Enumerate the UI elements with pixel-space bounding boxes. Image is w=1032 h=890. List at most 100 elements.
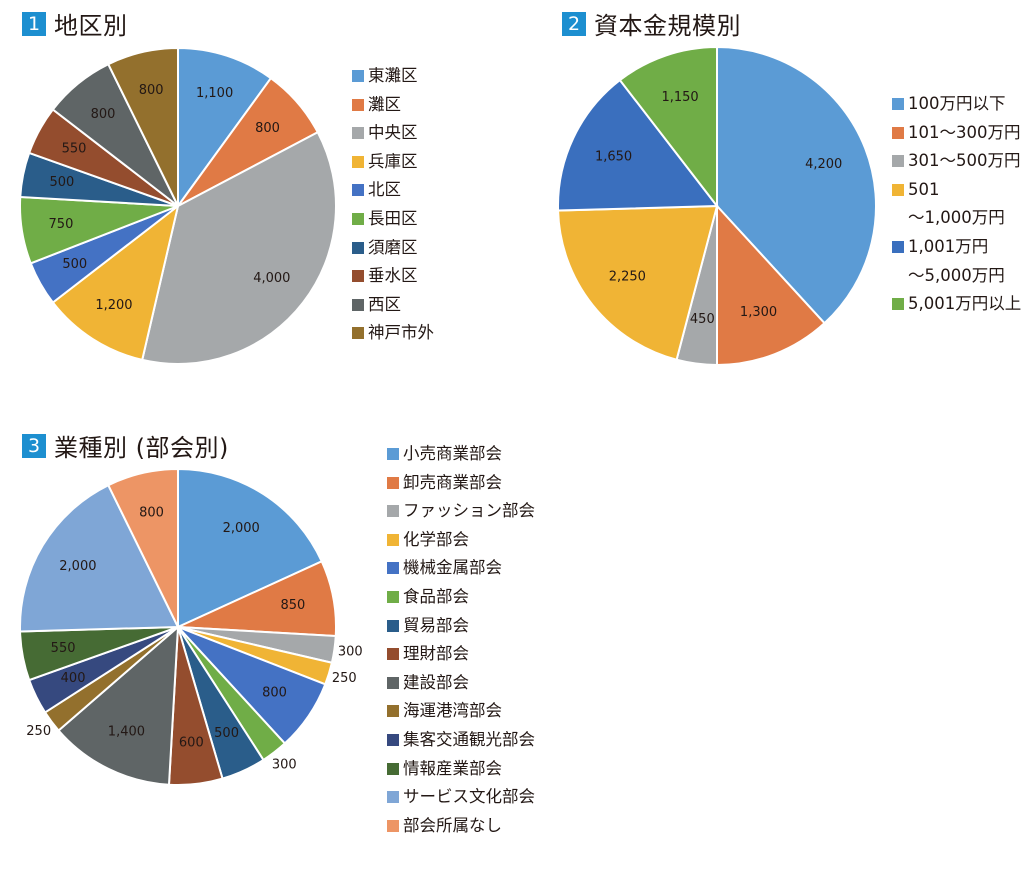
legend-swatch bbox=[352, 127, 364, 140]
chart-2-number-badge: 2 bbox=[562, 11, 586, 36]
chart-1-heading: 1 地区別 bbox=[22, 6, 128, 41]
legend-swatch bbox=[387, 448, 399, 460]
legend-swatch bbox=[892, 126, 904, 139]
legend-label: 食品部会 bbox=[403, 586, 469, 606]
legend-label: 灘区 bbox=[368, 94, 401, 114]
legend-item: 卸売商業部会 bbox=[387, 469, 535, 498]
legend-label: 貿易部会 bbox=[403, 615, 469, 635]
legend-item: 1,001万円 ～5,000万円 bbox=[892, 233, 1021, 290]
data-label-12: 550 bbox=[51, 641, 76, 656]
legend-label: 301～500万円 bbox=[908, 151, 1021, 171]
legend-label: 小売商業部会 bbox=[403, 444, 502, 463]
legend-item: 貿易部会 bbox=[387, 612, 535, 641]
chart-3-title: 業種別 (部会別) bbox=[54, 434, 229, 462]
legend-swatch bbox=[387, 562, 399, 575]
legend-label: 中央区 bbox=[368, 123, 418, 143]
pie-slice-1 bbox=[177, 46, 273, 210]
data-label-7: 500 bbox=[49, 175, 74, 190]
legend-swatch bbox=[352, 298, 364, 311]
legend-swatch bbox=[387, 762, 399, 775]
data-label-3: 4,000 bbox=[253, 271, 290, 286]
legend-item: 須磨区 bbox=[352, 234, 434, 263]
legend-item: 中央区 bbox=[352, 119, 434, 148]
pie-slice-4 bbox=[557, 204, 719, 361]
pie-slice-3 bbox=[141, 130, 337, 365]
chart-3-number-badge: 3 bbox=[22, 433, 46, 458]
data-label-5: 800 bbox=[262, 685, 287, 700]
legend-swatch bbox=[387, 476, 399, 489]
legend-item: 部会所属なし bbox=[387, 812, 535, 841]
chart-1-number-badge: 1 bbox=[22, 11, 46, 36]
data-label-13: 2,000 bbox=[59, 559, 96, 574]
pie-slice-13 bbox=[19, 483, 180, 633]
legend-label: 化学部会 bbox=[403, 529, 469, 549]
legend-label: 情報産業部会 bbox=[403, 758, 502, 778]
legend-swatch bbox=[352, 327, 364, 340]
legend-item: 兵庫区 bbox=[352, 148, 434, 177]
chart-3-heading: 3 業種別 (部会別) bbox=[22, 428, 229, 463]
legend-label: 100万円以下 bbox=[908, 94, 1006, 113]
legend-swatch bbox=[892, 298, 904, 311]
data-label-10: 250 bbox=[26, 724, 51, 739]
legend-swatch bbox=[892, 98, 904, 110]
legend-label: 1,001万円 ～5,000万円 bbox=[908, 236, 1005, 285]
legend-swatch bbox=[892, 183, 904, 196]
legend-label: 建設部会 bbox=[403, 672, 469, 692]
data-label-3: 450 bbox=[690, 312, 715, 327]
chart-2-heading: 2 資本金規模別 bbox=[562, 6, 741, 41]
legend-swatch bbox=[387, 676, 399, 689]
pie-slice-2 bbox=[716, 203, 826, 367]
legend-item: 北区 bbox=[352, 176, 434, 205]
chart-2-legend: 100万円以下 101～300万円 301～500万円 501 ～1,000万円 1,0… bbox=[892, 90, 1021, 319]
pie-slice-9 bbox=[57, 624, 180, 786]
legend-label: ファッション部会 bbox=[403, 501, 535, 521]
legend-item: 西区 bbox=[352, 291, 434, 320]
legend-swatch bbox=[352, 98, 364, 111]
pie-slice-14 bbox=[106, 467, 179, 628]
chart-2-title: 資本金規模別 bbox=[594, 12, 741, 40]
chart-2-pie: 4,200 1,300 450 2,250 1,650 1,150 bbox=[557, 45, 877, 367]
legend-label: 部会所属なし bbox=[403, 815, 502, 835]
data-label-6: 750 bbox=[49, 217, 74, 232]
chart-1-legend: 東灘区 灘区 中央区 兵庫区 北区 長田区 須磨区 垂水区 西区 神戸市外 bbox=[352, 62, 434, 348]
data-label-1: 4,200 bbox=[805, 157, 842, 172]
legend-item: 垂水区 bbox=[352, 262, 434, 291]
legend-swatch bbox=[352, 184, 364, 197]
data-label-2: 1,300 bbox=[740, 305, 777, 320]
legend-item: 機械金属部会 bbox=[387, 554, 535, 583]
legend-label: 長田区 bbox=[368, 208, 418, 228]
legend-item: 化学部会 bbox=[387, 526, 535, 555]
legend-swatch bbox=[352, 70, 364, 82]
pie-slice-4 bbox=[51, 203, 180, 362]
legend-item: 小売商業部会 bbox=[387, 440, 535, 469]
data-label-1: 2,000 bbox=[223, 521, 260, 536]
legend-label: 北区 bbox=[368, 180, 401, 200]
legend-swatch bbox=[352, 155, 364, 168]
legend-item: 100万円以下 bbox=[892, 90, 1021, 119]
data-label-5: 1,650 bbox=[595, 149, 632, 164]
legend-item: 情報産業部会 bbox=[387, 755, 535, 784]
legend-swatch bbox=[352, 241, 364, 254]
legend-swatch bbox=[387, 648, 399, 661]
legend-label: 501 ～1,000万円 bbox=[908, 179, 1005, 228]
legend-item: 長田区 bbox=[352, 205, 434, 234]
legend-item: 理財部会 bbox=[387, 640, 535, 669]
data-label-2: 850 bbox=[280, 598, 305, 613]
data-label-11: 400 bbox=[61, 671, 86, 686]
legend-item: 海運港湾部会 bbox=[387, 697, 535, 726]
pie-slice-1 bbox=[716, 45, 877, 325]
chart-1-pie: 1,100 800 4,000 1,200 500 750 500 550 800 800 bbox=[19, 46, 337, 365]
legend-swatch bbox=[352, 270, 364, 283]
data-label-8: 550 bbox=[62, 142, 87, 157]
data-label-9: 1,400 bbox=[108, 724, 145, 739]
pie-slice-5 bbox=[557, 78, 719, 212]
legend-swatch bbox=[387, 590, 399, 603]
legend-label: 理財部会 bbox=[403, 644, 469, 664]
data-label-4: 250 bbox=[332, 671, 357, 686]
data-label-6: 1,150 bbox=[661, 90, 698, 105]
legend-swatch bbox=[387, 733, 399, 746]
data-label-14: 800 bbox=[139, 506, 164, 521]
data-label-10: 800 bbox=[139, 83, 164, 98]
legend-label: 東灘区 bbox=[368, 66, 418, 85]
legend-item: 501 ～1,000万円 bbox=[892, 176, 1021, 233]
